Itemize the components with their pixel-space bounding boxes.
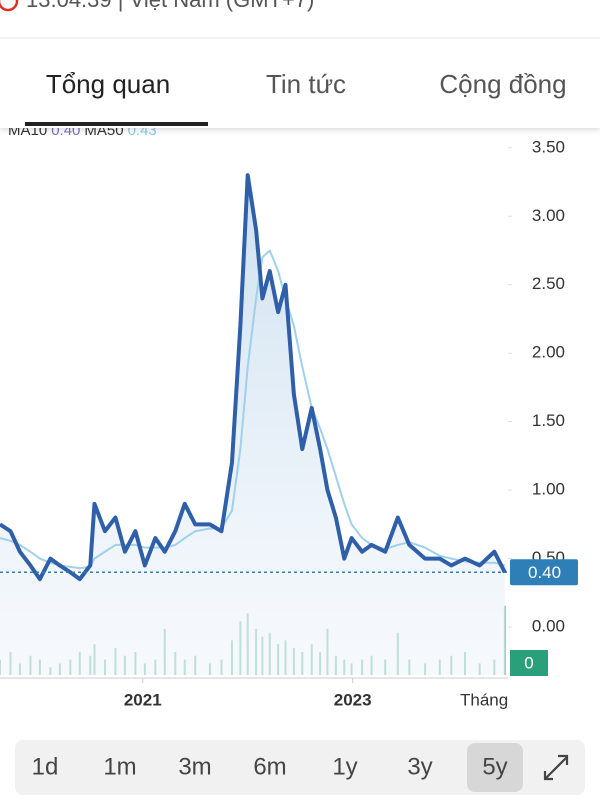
y-tick-label: 0.00 (532, 617, 565, 636)
status-time: 13:04:39 | Việt Nam (GMT+7) (26, 0, 314, 12)
range-button[interactable]: 1d (32, 753, 59, 780)
range-button[interactable]: 6m (253, 753, 286, 780)
volume-tick-label: 0 (524, 653, 533, 672)
y-tick-label: 2.50 (532, 274, 565, 293)
expand-icon[interactable] (543, 754, 569, 781)
chart: 0.000.501.001.502.002.503.003.500.400202… (0, 122, 578, 709)
last-price-label: 0.40 (528, 563, 561, 582)
range-bar: 1d 1m 3m 6m 1y 3y 5y (15, 740, 585, 795)
header: 13:04:39 | Việt Nam (GMT+7) Tổng quan Tin… (0, 0, 600, 128)
range-bar-bg (15, 740, 585, 795)
y-tick-label: 2.00 (532, 343, 565, 362)
price-line (0, 173, 507, 582)
range-button[interactable]: 3y (407, 753, 432, 780)
y-tick-label: 3.00 (532, 206, 565, 225)
y-tick-label: 1.50 (532, 411, 565, 430)
x-axis-label: Tháng (460, 690, 508, 709)
range-selected (467, 743, 523, 792)
y-tick-label: 3.50 (532, 137, 565, 156)
clock-icon (0, 0, 19, 12)
range-button[interactable]: 1m (103, 753, 136, 780)
tab[interactable]: Tin tức (266, 69, 346, 99)
last-price-box (510, 559, 578, 586)
tab[interactable]: Cộng đồng (439, 69, 566, 99)
x-tick-label: 2023 (334, 690, 372, 709)
price-area (0, 175, 505, 675)
y-tick-label: 1.00 (532, 480, 565, 499)
tab[interactable]: Tổng quan (46, 69, 170, 99)
range-button[interactable]: 5y (482, 753, 507, 780)
ma-line (0, 249, 506, 570)
tab-underline (25, 122, 208, 126)
x-tick-label: 2021 (124, 690, 162, 709)
range-button[interactable]: 1y (332, 753, 357, 780)
volume-label-box (510, 650, 548, 676)
range-button[interactable]: 3m (178, 753, 211, 780)
header-bg (0, 0, 600, 128)
